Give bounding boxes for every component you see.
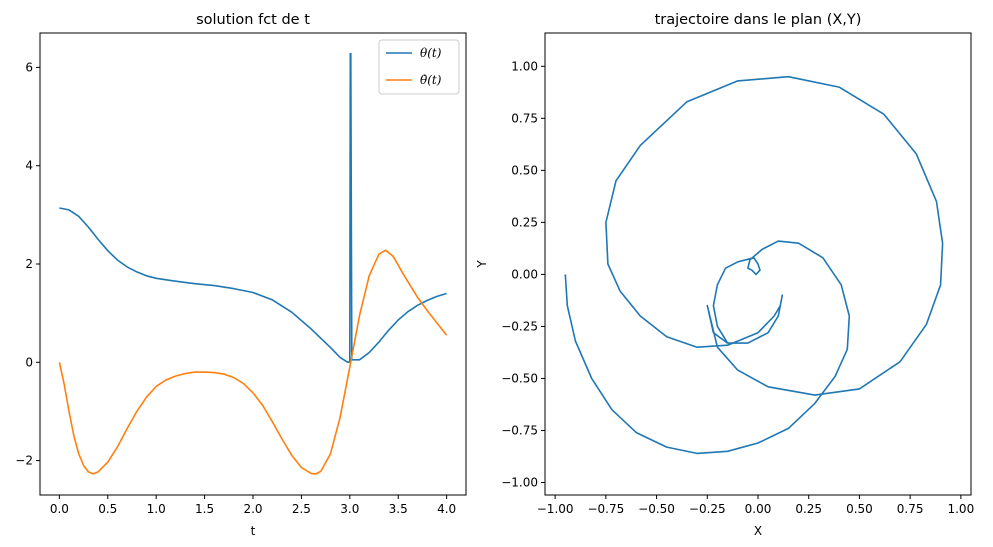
x-tick-label: 2.5 [292,502,311,516]
theta-series-line [59,52,447,364]
x-tick-label: 0.0 [50,502,69,516]
legend: θ(t) θ̇(t) [378,39,460,95]
right-chart: trajectoire dans le plan (X,Y) −1.00 −0.7… [475,12,974,538]
x-tick-label: 3.5 [389,502,408,516]
y-tick-label: 0.00 [511,267,538,281]
left-chart-title: solution fct de t [196,12,310,28]
y-tick-label: −1.00 [501,476,538,490]
x-tick-label: 1.0 [147,502,166,516]
x-tick-label: 0.5 [98,502,117,516]
y-tick-label: 4 [25,159,33,173]
legend-label-theta-dot: θ̇(t) [420,73,442,87]
trajectory-line [564,75,944,455]
y-tick-label: 0.50 [511,163,538,177]
right-chart-title: trajectoire dans le plan (X,Y) [655,12,862,28]
x-tick-label: 4.0 [437,502,456,516]
left-x-axis-label: t [251,524,256,538]
x-tick-label: 0.75 [897,502,924,516]
theta-dot-series-line [58,249,448,475]
y-tick-label: 1.00 [511,59,538,73]
x-tick-label: 3.0 [340,502,359,516]
x-tick-label: 0.00 [745,502,772,516]
right-y-axis-label: Y [475,260,489,269]
left-chart: solution fct de t 0.0 0.5 1.0 1.5 2.0 2.5 3.0 3… [15,12,467,538]
y-tick-label: 6 [25,60,33,74]
x-tick-label: 1.5 [195,502,214,516]
y-tick-label: 0.25 [511,215,538,229]
x-tick-label: −0.50 [638,502,675,516]
x-tick-label: 2.0 [243,502,262,516]
y-tick-label: −0.75 [501,423,538,437]
y-tick-label: 0 [25,355,33,369]
y-tick-label: −0.25 [501,319,538,333]
y-tick-label: −2 [15,454,33,468]
x-tick-label: −0.75 [587,502,624,516]
y-tick-label: −0.50 [501,371,538,385]
x-tick-label: 1.00 [947,502,974,516]
x-tick-label: −0.25 [689,502,726,516]
x-tick-label: 0.25 [795,502,822,516]
y-tick-label: 0.75 [511,111,538,125]
right-x-axis-label: X [754,524,762,538]
y-tick-label: 2 [25,257,33,271]
x-tick-label: 0.50 [846,502,873,516]
legend-label-theta: θ(t) [420,46,442,60]
x-tick-label: −1.00 [537,502,574,516]
